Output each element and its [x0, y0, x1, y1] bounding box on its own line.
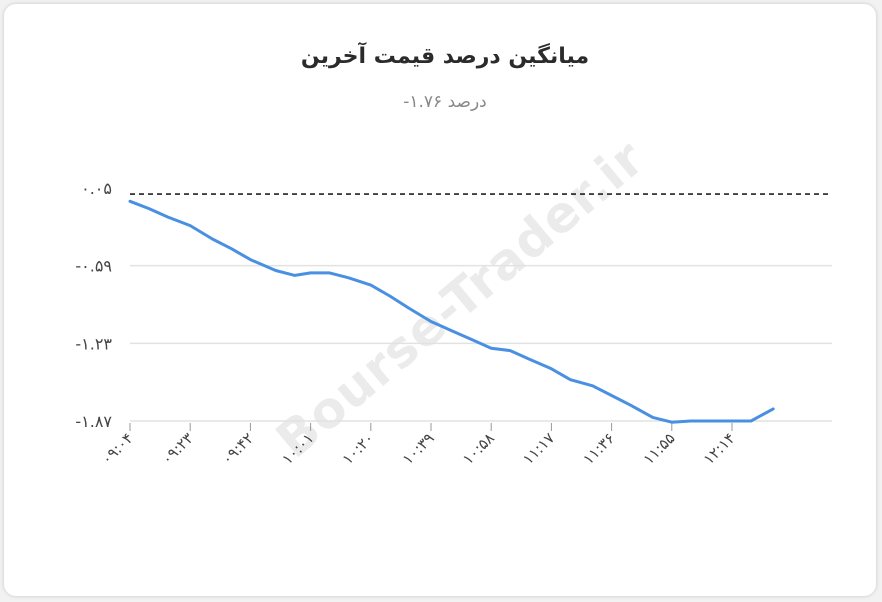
x-tick-label: ۰۹:۲۳	[158, 429, 197, 468]
x-tick-label: ۱۰:۰۱	[278, 429, 317, 468]
x-tick-label: ۱۱:۱۷	[519, 429, 558, 468]
chart-subtitle: درصد ۱.۷۶-	[403, 92, 487, 112]
x-tick-label: ۰۹:۴۲	[218, 429, 257, 468]
x-tick-label: ۰۹:۰۴	[98, 429, 137, 468]
y-tick-label: ۰.۰۵	[81, 179, 112, 198]
x-tick-label: ۱۰:۵۸	[459, 429, 498, 468]
x-tick-label: ۱۱:۵۵	[640, 429, 679, 468]
y-tick-label: -۱.۸۷	[75, 412, 112, 431]
chart-card	[4, 4, 876, 596]
y-axis-ticks: ۰.۰۵ -۰.۵۹ -۱.۲۳ -۱.۸۷	[75, 179, 112, 431]
x-tick-label: ۱۰:۳۹	[399, 429, 438, 468]
x-tick-label: ۱۰:۲۰	[339, 429, 378, 468]
chart-title: میانگین درصد قیمت آخرین	[300, 44, 590, 69]
y-tick-label: -۱.۲۳	[75, 334, 112, 353]
x-tick-label: ۱۱:۳۶	[579, 429, 618, 468]
series-line	[128, 199, 775, 424]
x-axis-ticks: ۰۹:۰۴ ۰۹:۲۳ ۰۹:۴۲ ۱۰:۰۱ ۱۰:۲۰ ۱۰:۳۹ ۱۰:۵۸ ۱۱:۱۷…	[98, 423, 739, 468]
y-tick-label: -۰.۵۹	[75, 257, 112, 276]
x-tick-label: ۱۲:۱۴	[700, 429, 739, 468]
